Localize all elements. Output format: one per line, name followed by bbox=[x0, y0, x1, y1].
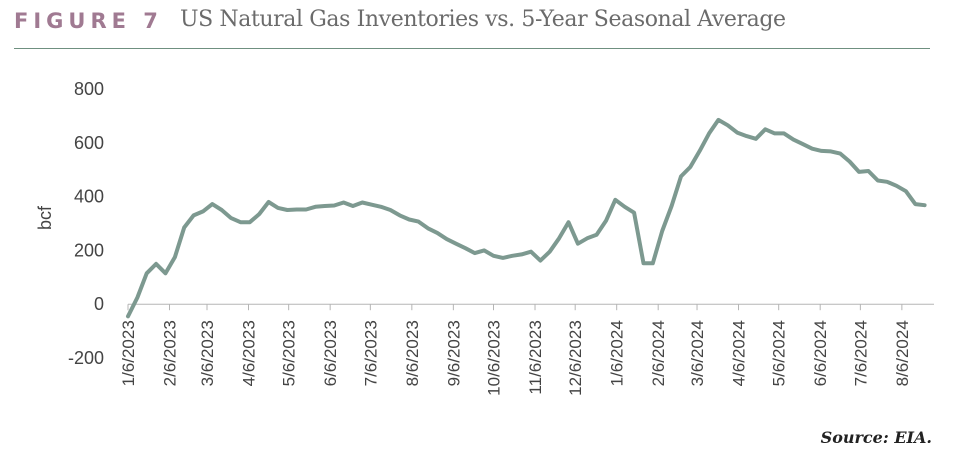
figure-label: FIGURE 7 bbox=[14, 9, 163, 33]
x-tick-label: 2/6/2024 bbox=[649, 320, 668, 386]
x-tick-label: 2/6/2023 bbox=[161, 320, 180, 386]
y-tick-label: 400 bbox=[74, 187, 104, 207]
x-tick-label: 4/6/2023 bbox=[239, 320, 258, 386]
x-tick-label: 1/6/2024 bbox=[608, 320, 627, 386]
x-tick-label: 6/6/2023 bbox=[321, 320, 340, 386]
y-axis: -200 0 200 400 600 800 bbox=[68, 79, 104, 368]
chart-title: US Natural Gas Inventories vs. 5-Year Se… bbox=[180, 7, 786, 32]
x-tick-label: 6/6/2024 bbox=[811, 320, 830, 386]
x-tick-label: 10/6/2023 bbox=[485, 320, 504, 396]
x-tick-label: 8/6/2023 bbox=[403, 320, 422, 386]
chart-header: FIGURE 7 US Natural Gas Inventories vs. … bbox=[14, 4, 930, 44]
x-tick-label: 1/6/2023 bbox=[119, 320, 138, 386]
x-tick-label: 7/6/2024 bbox=[851, 320, 870, 386]
source-note: Source: EIA. bbox=[820, 428, 932, 447]
x-tick-label: 11/6/2023 bbox=[526, 320, 545, 394]
x-tick-label: 5/6/2023 bbox=[280, 320, 299, 386]
x-tick-label: 5/6/2024 bbox=[770, 320, 789, 386]
y-tick-label: -200 bbox=[68, 348, 104, 368]
y-tick-label: 0 bbox=[94, 294, 104, 314]
series-line bbox=[126, 117, 927, 319]
y-tick-label: 800 bbox=[74, 79, 104, 99]
x-tick-label: 3/6/2024 bbox=[688, 320, 707, 386]
x-tick-label: 9/6/2023 bbox=[444, 320, 463, 386]
x-tick-label: 3/6/2023 bbox=[198, 320, 217, 386]
header-divider bbox=[14, 48, 930, 49]
y-tick-label: 200 bbox=[74, 240, 104, 260]
y-tick-label: 600 bbox=[74, 133, 104, 153]
x-tick-label: 7/6/2023 bbox=[361, 320, 380, 386]
x-tick-label: 12/6/2023 bbox=[566, 320, 585, 396]
series-group bbox=[126, 117, 927, 319]
x-tick-label: 4/6/2024 bbox=[730, 320, 749, 386]
y-axis-label: bcf bbox=[35, 205, 55, 230]
x-axis: 1/6/2023 2/6/2023 3/6/2023 4/6/2023 5/6/2023… bbox=[119, 303, 934, 396]
x-tick-label: 8/6/2024 bbox=[893, 320, 912, 386]
